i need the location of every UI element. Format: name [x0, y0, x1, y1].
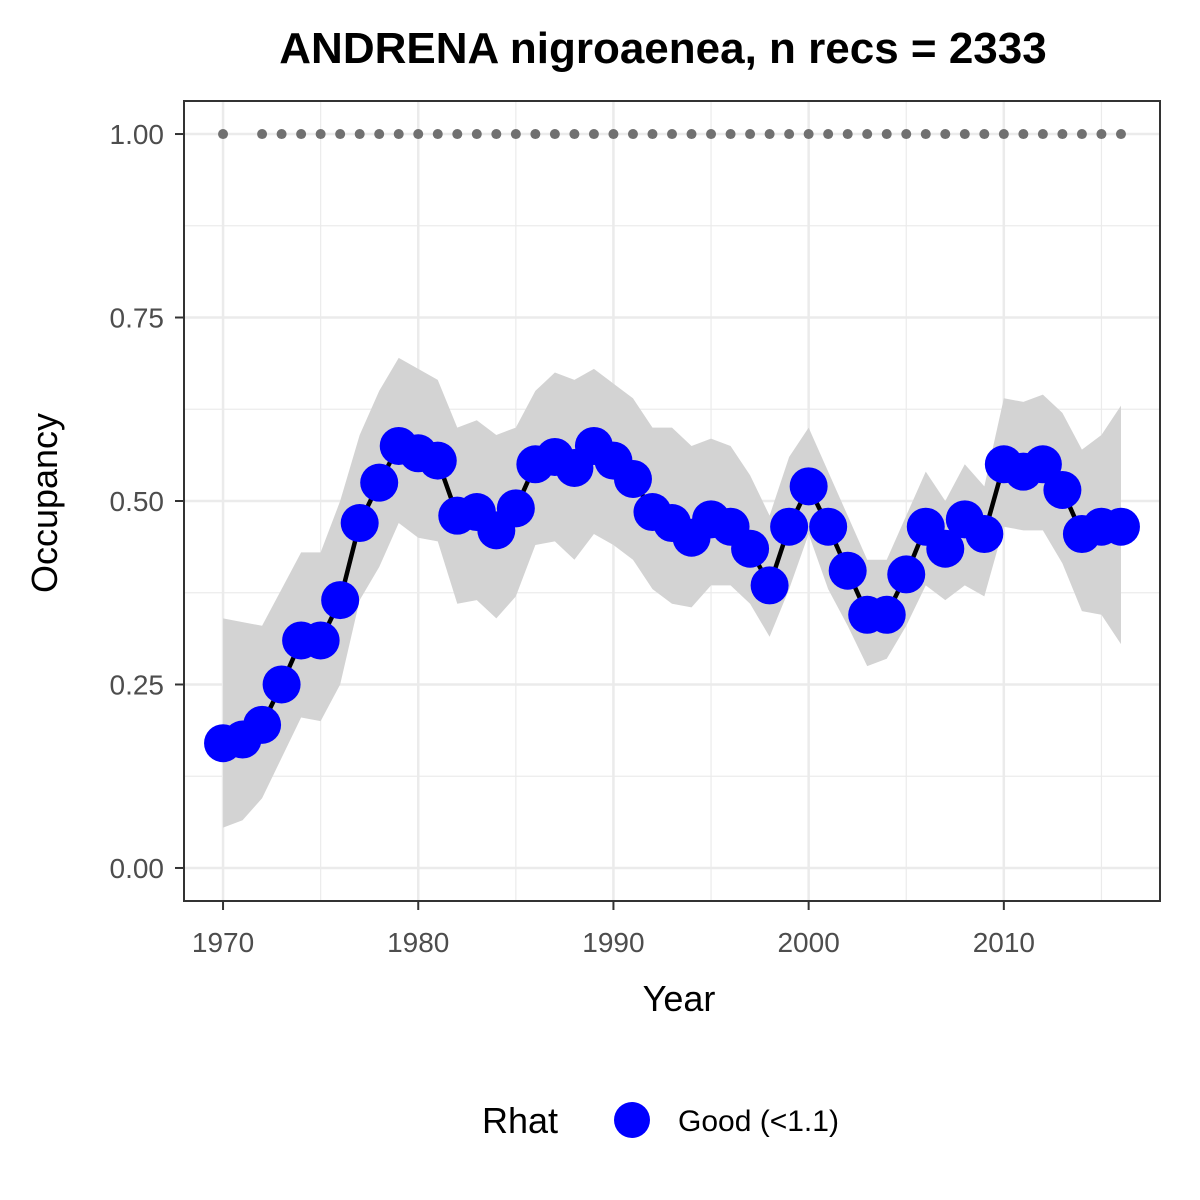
record-dot — [667, 129, 677, 140]
record-dot — [276, 129, 287, 140]
x-axis-title: Year — [643, 978, 716, 1019]
record-dot — [471, 129, 482, 140]
record-dot — [745, 129, 756, 140]
record-dot — [413, 129, 424, 140]
record-dot — [218, 129, 229, 140]
record-dot — [1057, 129, 1068, 140]
record-dot — [452, 129, 463, 140]
x-tick-label: 1990 — [582, 927, 644, 958]
legend-key-good — [614, 1102, 650, 1138]
legend-label-good: Good (<1.1) — [678, 1105, 839, 1138]
record-dot — [901, 129, 912, 140]
record-dot — [432, 129, 443, 140]
x-tick-label: 2010 — [973, 927, 1035, 958]
record-dot — [1076, 129, 1087, 140]
record-dot — [393, 129, 404, 140]
record-dot — [959, 129, 970, 140]
y-tick-label: 0.25 — [110, 669, 165, 700]
occupancy-point — [262, 665, 301, 704]
occupancy-point — [301, 621, 340, 660]
record-dot — [491, 129, 502, 140]
y-tick-label: 0.50 — [110, 486, 165, 517]
record-dot — [686, 129, 697, 140]
record-dot — [940, 129, 951, 140]
chart-title: ANDRENA nigroaenea, n recs = 2333 — [279, 24, 1046, 73]
occupancy-point — [926, 529, 965, 568]
legend: Rhat Good (<1.1) — [482, 1100, 839, 1141]
occupancy-point — [340, 504, 379, 543]
record-dot — [530, 129, 541, 140]
record-dot — [979, 129, 990, 140]
record-dot — [881, 129, 892, 140]
record-dot — [647, 129, 658, 140]
record-dot — [823, 129, 834, 140]
record-dot — [920, 129, 931, 140]
occupancy-point — [1101, 507, 1140, 546]
occupancy-point — [770, 507, 809, 546]
y-tick-label: 0.75 — [110, 303, 165, 334]
record-dot — [608, 129, 619, 140]
occupancy-point — [321, 581, 360, 620]
occupancy-point — [360, 463, 399, 502]
record-dot — [706, 129, 717, 140]
record-dot — [335, 129, 346, 140]
record-dot — [296, 129, 307, 140]
y-axis-title: Occupancy — [24, 413, 65, 593]
record-dot — [725, 129, 736, 140]
record-dot — [374, 129, 385, 140]
occupancy-point — [496, 489, 535, 528]
y-tick-label: 0.00 — [110, 853, 165, 884]
record-dot — [1018, 129, 1029, 140]
x-tick-label: 1970 — [192, 927, 254, 958]
record-dot — [257, 129, 268, 140]
record-dot — [549, 129, 560, 140]
occupancy-point — [613, 459, 652, 498]
record-dot — [315, 129, 326, 140]
record-dot — [1096, 129, 1107, 140]
record-dot — [1115, 129, 1126, 140]
legend-title: Rhat — [482, 1100, 558, 1141]
occupancy-point — [789, 467, 828, 506]
record-dot — [354, 129, 365, 140]
record-dot — [784, 129, 795, 140]
x-tick-label: 1980 — [387, 927, 449, 958]
record-dot — [627, 129, 638, 140]
occupancy-point — [867, 595, 906, 634]
x-tick-label: 2000 — [777, 927, 839, 958]
occupancy-points-layer — [204, 426, 1140, 763]
record-dot — [764, 129, 775, 140]
occupancy-point — [828, 551, 867, 590]
occupancy-point — [731, 529, 770, 568]
record-dot — [588, 129, 599, 140]
record-dots-layer — [218, 129, 1126, 140]
occupancy-point — [750, 566, 789, 605]
record-dot — [862, 129, 873, 140]
occupancy-point — [1023, 445, 1062, 484]
record-dot — [569, 129, 580, 140]
occupancy-point — [243, 705, 282, 744]
record-dot — [803, 129, 814, 140]
occupancy-point — [965, 515, 1004, 554]
occupancy-point — [887, 555, 926, 594]
record-dot — [510, 129, 521, 140]
occupancy-point — [1043, 470, 1082, 509]
x-axis: 1970 1980 1990 2000 2010 — [192, 901, 1035, 958]
y-axis: 0.00 0.25 0.50 0.75 1.00 — [110, 119, 184, 884]
occupancy-point — [809, 507, 848, 546]
y-tick-label: 1.00 — [110, 119, 165, 150]
record-dot — [842, 129, 853, 140]
record-dot — [1037, 129, 1048, 140]
record-dot — [998, 129, 1009, 140]
occupancy-point — [418, 441, 457, 480]
